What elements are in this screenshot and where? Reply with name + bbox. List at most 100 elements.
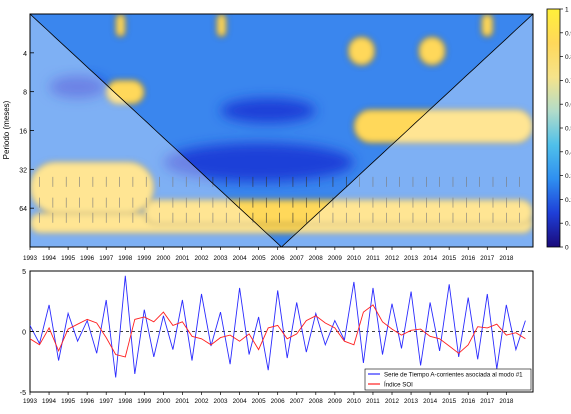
- timeseries-x-tick-label: 2003: [214, 398, 229, 405]
- coherence-y-tick-label: 4: [23, 51, 27, 58]
- high-coherence-region: [347, 36, 376, 66]
- coherence-x-tick-label: 2004: [233, 255, 248, 262]
- coherence-x-tick-label: 1996: [80, 255, 95, 262]
- colorbar-scale: [546, 8, 561, 248]
- timeseries-x-tick-label: 2017: [480, 398, 495, 405]
- coherence-y-tick-label: 32: [19, 167, 27, 174]
- timeseries-x-tick-label: 2004: [233, 398, 248, 405]
- timeseries-x-tick-label: 2013: [404, 398, 419, 405]
- high-coherence-region: [418, 36, 446, 66]
- high-coherence-region: [115, 14, 126, 38]
- timeseries-x-tick-label: 2008: [309, 398, 324, 405]
- colorbar-tick-label: 0.2: [565, 197, 571, 204]
- coherence-x-tick-label: 2017: [480, 255, 495, 262]
- coherence-x-tick-label: 2003: [214, 255, 229, 262]
- low-coherence-region: [49, 75, 107, 99]
- coherence-y-tick-label: 64: [19, 206, 27, 213]
- coherence-x-tick-label: 2001: [175, 255, 190, 262]
- coherence-y-axis: 4 8 16 32 64: [19, 51, 34, 213]
- low-coherence-layer: [49, 75, 354, 182]
- legend: Serie de Tiempo A-corrientes asociada al…: [364, 368, 532, 391]
- colorbar-tick-label: 0.3: [565, 173, 571, 180]
- timeseries-x-tick-label: 2014: [423, 398, 438, 405]
- high-coherence-region: [216, 14, 227, 38]
- coherence-y-tick-label: 8: [23, 90, 27, 97]
- coherence-x-tick-label: 2007: [290, 255, 305, 262]
- coherence-x-tick-label: 2014: [423, 255, 438, 262]
- coherence-x-tick-label: 2005: [252, 255, 267, 262]
- coherence-x-tick-label: 2011: [366, 255, 380, 262]
- timeseries-x-tick-label: 1993: [23, 398, 38, 405]
- series-line-a-corrientes: [30, 275, 526, 378]
- timeseries-x-tick-label: 2010: [347, 398, 362, 405]
- timeseries-panel: -5 0 5 1993 1994 1995 1996 1997 1998 1999 2000 200…: [20, 269, 534, 405]
- coherence-x-tick-label: 2016: [461, 255, 476, 262]
- colorbar-tick-label: 1: [565, 7, 569, 14]
- high-coherence-region: [30, 161, 155, 214]
- colorbar-tick-label: 0.6: [565, 102, 571, 109]
- timeseries-x-tick-label: 1995: [61, 398, 76, 405]
- high-coherence-region: [105, 79, 145, 105]
- coherence-x-tick-label: 2015: [442, 255, 457, 262]
- timeseries-x-axis: 1993 1994 1995 1996 1997 1998 1999 2000 2001 2002…: [23, 392, 514, 405]
- coherence-x-axis: 1993 1994 1995 1996 1997 1998 1999 2000 2001 2002…: [23, 247, 514, 262]
- legend-label-a-corrientes: Serie de Tiempo A-corrientes asociada al…: [384, 372, 523, 379]
- high-coherence-region: [480, 14, 494, 38]
- timeseries-x-tick-label: 2009: [328, 398, 343, 405]
- cone-of-influence-edge: [30, 14, 533, 247]
- colorbar-ticks: 0 0.1 0.2 0.3 0.4 0.5 0.6 0.7 0.8 0.9 1: [560, 7, 571, 252]
- high-coherence-region: [353, 108, 533, 144]
- coherence-x-tick-label: 2002: [194, 255, 209, 262]
- timeseries-x-tick-label: 1999: [137, 398, 152, 405]
- legend-label-soi: Índice SOI: [384, 382, 413, 389]
- high-coherence-region: [143, 199, 533, 225]
- colorbar-tick-label: 0: [565, 245, 569, 252]
- timeseries-x-tick-label: 2015: [442, 398, 457, 405]
- timeseries-x-tick-label: 2001: [175, 398, 190, 405]
- coherence-x-tick-label: 1999: [137, 255, 152, 262]
- low-coherence-region: [163, 143, 354, 182]
- high-coherence-layer: [30, 14, 533, 234]
- timeseries-x-tick-label: 2012: [385, 398, 400, 405]
- timeseries-y-axis: -5 0 5: [20, 269, 34, 397]
- coherence-y-axis-label: Periodo (meses): [2, 100, 11, 159]
- colorbar-tick-label: 0.8: [565, 54, 571, 61]
- timeseries-x-tick-label: 2011: [366, 398, 380, 405]
- coherence-x-tick-label: 2012: [385, 255, 400, 262]
- colorbar-tick-label: 0.7: [565, 78, 571, 85]
- colorbar: 0 0.1 0.2 0.3 0.4 0.5 0.6 0.7 0.8 0.9 1: [546, 7, 571, 252]
- timeseries-x-tick-label: 2000: [156, 398, 171, 405]
- coherence-y-tick-label: 16: [19, 129, 27, 136]
- series-line-soi: [30, 304, 526, 358]
- timeseries-y-tick-label: 0: [22, 330, 26, 337]
- timeseries-y-tick-label: 5: [22, 269, 26, 276]
- timeseries-x-tick-label: 2007: [290, 398, 305, 405]
- timeseries-x-tick-label: 2005: [252, 398, 267, 405]
- coherence-x-tick-label: 1993: [23, 255, 38, 262]
- colorbar-tick-label: 0.4: [565, 149, 571, 156]
- timeseries-x-tick-label: 2006: [271, 398, 286, 405]
- coherence-x-tick-label: 2009: [328, 255, 343, 262]
- coherence-x-tick-label: 1997: [99, 255, 114, 262]
- coherence-x-tick-label: 1998: [118, 255, 133, 262]
- coherence-x-tick-label: 2018: [499, 255, 514, 262]
- legend-box: [364, 368, 532, 391]
- timeseries-y-tick-label: -5: [20, 390, 26, 397]
- timeseries-x-tick-label: 1998: [118, 398, 133, 405]
- colorbar-tick-label: 0.1: [565, 221, 571, 228]
- coherence-x-tick-label: 2006: [271, 255, 286, 262]
- timeseries-x-tick-label: 2018: [499, 398, 514, 405]
- colorbar-tick-label: 0.9: [565, 30, 571, 37]
- timeseries-x-tick-label: 1996: [80, 398, 95, 405]
- timeseries-x-tick-label: 2016: [461, 398, 476, 405]
- coherence-x-tick-label: 1994: [42, 255, 57, 262]
- coherence-x-tick-label: 2000: [156, 255, 171, 262]
- timeseries-x-tick-label: 1994: [42, 398, 57, 405]
- low-coherence-region: [220, 98, 316, 124]
- timeseries-x-tick-label: 2002: [194, 398, 209, 405]
- timeseries-x-tick-label: 1997: [99, 398, 114, 405]
- phase-arrows-layer: [39, 176, 520, 223]
- coherence-x-tick-label: 2008: [309, 255, 324, 262]
